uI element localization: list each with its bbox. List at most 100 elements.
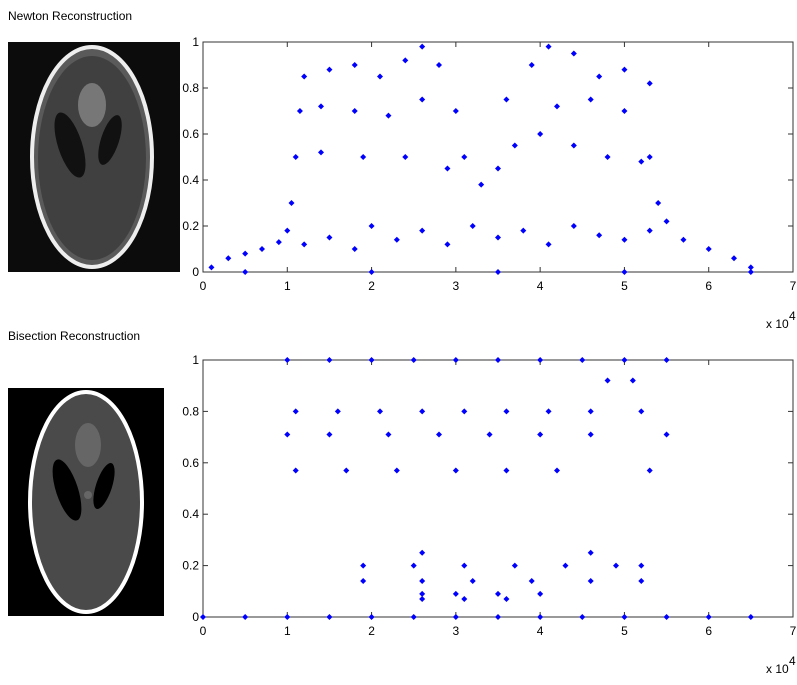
point (621, 236, 628, 243)
y-tick-label: 1 (192, 35, 199, 49)
point (587, 578, 594, 585)
point (621, 269, 628, 275)
point (579, 614, 586, 620)
point (296, 108, 303, 114)
point (419, 549, 426, 556)
point (326, 234, 333, 241)
point (301, 73, 308, 80)
bisection-image (8, 388, 164, 616)
point (410, 357, 417, 363)
chart-title: Bisection Reconstruction (8, 329, 140, 343)
point (478, 181, 485, 188)
point (368, 269, 375, 275)
x-tick-label: 1 (284, 624, 291, 638)
newton-image (8, 42, 180, 272)
point (655, 200, 662, 206)
point (545, 43, 552, 50)
x-tick-label: 4 (537, 624, 544, 638)
point (537, 357, 544, 363)
point (587, 96, 594, 103)
point (259, 246, 265, 252)
x-tick-label: 7 (790, 624, 797, 638)
point (638, 562, 645, 569)
point (419, 408, 426, 415)
point (377, 73, 383, 80)
x-scale-base: x 10 (766, 317, 789, 331)
point (436, 431, 442, 438)
point (284, 431, 291, 438)
point (495, 269, 501, 275)
point (242, 250, 249, 257)
point (638, 158, 645, 165)
point (452, 108, 459, 114)
point (747, 269, 754, 275)
point (663, 614, 670, 620)
point (705, 614, 712, 620)
point (528, 62, 535, 68)
point (562, 562, 569, 569)
point (326, 431, 333, 438)
point (621, 614, 628, 620)
point (225, 255, 232, 262)
point (419, 43, 426, 50)
point (368, 614, 375, 620)
point (663, 357, 670, 363)
point (419, 596, 426, 603)
point (587, 408, 594, 415)
x-tick-label: 0 (200, 279, 207, 293)
x-tick-label: 4 (537, 279, 544, 293)
point (360, 578, 367, 585)
point (385, 431, 392, 438)
point (646, 154, 653, 160)
point (545, 241, 552, 248)
point (503, 96, 510, 103)
point (436, 62, 442, 68)
point (570, 142, 577, 149)
point (284, 227, 291, 234)
x-tick-label: 3 (453, 624, 460, 638)
point (495, 614, 501, 620)
y-tick-label: 0 (192, 265, 199, 279)
x-scale-exponent: 4 (789, 309, 796, 323)
point (292, 408, 299, 415)
point (288, 200, 295, 206)
point (326, 66, 333, 73)
x-scale-exponent: 4 (789, 654, 796, 668)
point (452, 357, 459, 363)
point (402, 154, 409, 160)
point (393, 467, 400, 474)
point (351, 62, 358, 68)
point (393, 236, 400, 243)
point (343, 467, 350, 474)
point (292, 467, 299, 474)
x-tick-label: 6 (705, 624, 712, 638)
point (360, 154, 367, 160)
point (486, 431, 493, 438)
chart-title: Newton Reconstruction (8, 9, 132, 23)
point (402, 57, 409, 64)
point (242, 614, 249, 620)
point (200, 614, 206, 620)
point (452, 614, 459, 620)
y-tick-label: 0.6 (182, 456, 199, 470)
point (528, 578, 535, 585)
point (570, 223, 577, 229)
point (495, 590, 501, 597)
point (663, 431, 670, 438)
point (318, 103, 324, 110)
x-tick-label: 3 (453, 279, 460, 293)
point (621, 357, 628, 363)
point (444, 241, 451, 248)
point (326, 614, 333, 620)
point (318, 149, 324, 156)
point (334, 408, 341, 415)
point (495, 234, 501, 241)
y-tick-label: 0.2 (182, 219, 199, 233)
x-tick-label: 0 (200, 624, 207, 638)
y-tick-label: 0.4 (182, 507, 199, 521)
point (747, 614, 754, 620)
point (351, 108, 358, 114)
point (663, 218, 670, 225)
y-tick-label: 0.2 (182, 559, 199, 573)
